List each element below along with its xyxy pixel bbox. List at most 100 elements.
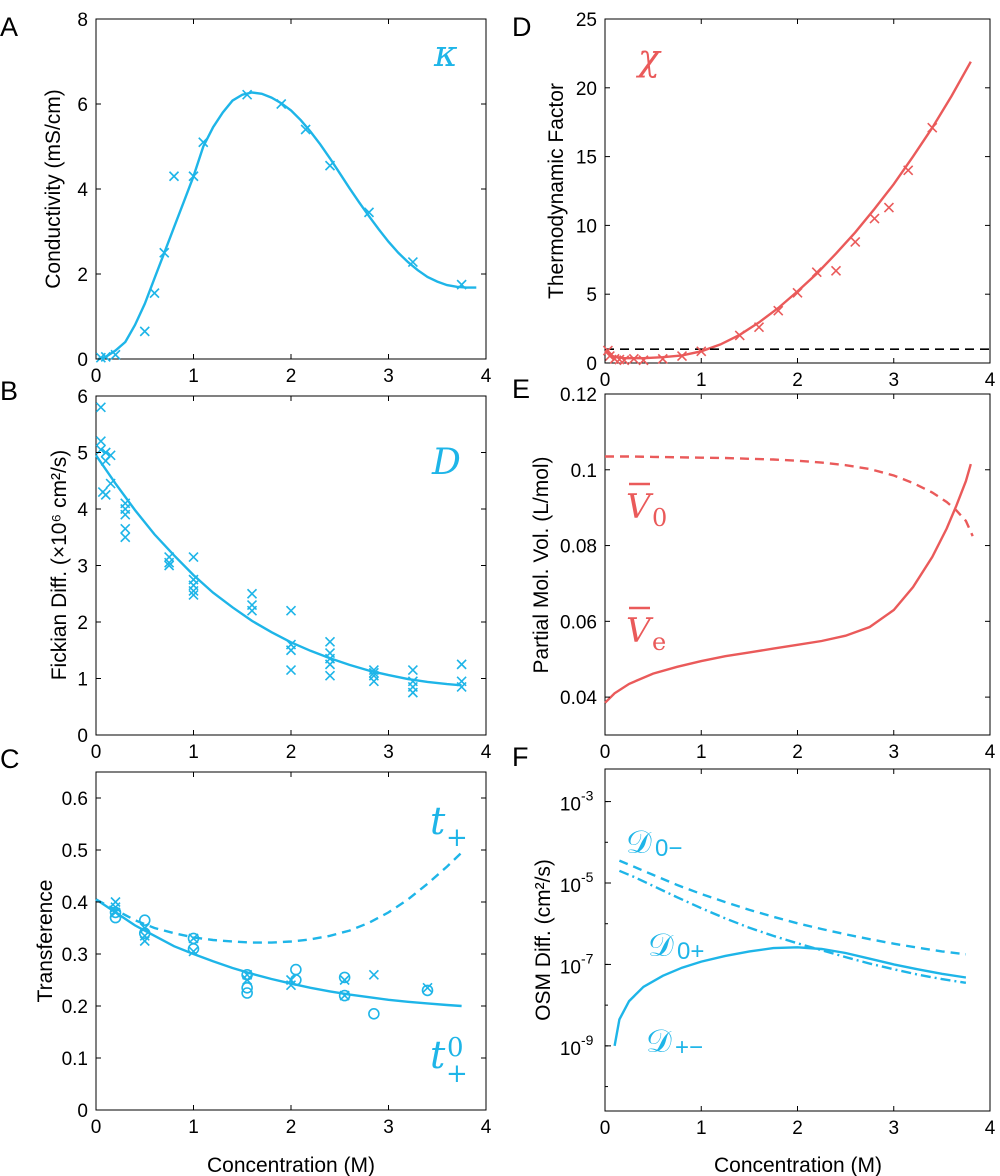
panel-b-series-1-x-marker [368, 676, 379, 687]
panel-d-series-2-x-marker [869, 213, 880, 224]
panel-d-series-2-x-marker [850, 236, 861, 247]
panel-d-series-2-x-marker [830, 265, 842, 276]
panel-b-series-1-x-marker [164, 560, 175, 571]
panel-d-series-2-x-marker [602, 345, 613, 356]
panel-d-ytick-label: 15 [576, 148, 597, 169]
panel-e-frame [604, 393, 991, 736]
panel-f-plot [613, 859, 967, 1047]
panel-a-xtick-label: 1 [188, 366, 199, 387]
panel-d-series-2-x-marker [734, 330, 745, 341]
panel-c-xtick-label: 1 [188, 1117, 199, 1138]
panel-c-series-3-o-marker [421, 984, 434, 997]
panel-b: 0 1 2 3 4 0 1 2 3 4 5 6 B Fickian Diff. (×10⁶ cm²/s… [0, 376, 492, 763]
panel-b-series-1-x-marker [324, 636, 336, 647]
panel-b-letter: B [0, 376, 18, 406]
panel-d-plot [602, 61, 990, 366]
panel-a-ytick-label: 2 [77, 265, 88, 286]
panel-c-series-2-x-marker [339, 974, 350, 986]
panel-b-series-1-x-marker [456, 681, 467, 693]
panel-b-series-1-x-marker [164, 557, 175, 568]
panel-c-t-plus-label: t + [430, 799, 468, 853]
panel-d-ytick-label: 20 [576, 79, 597, 100]
panel-d-ytick-label: 0 [586, 354, 597, 375]
panel-d-ticks: 0 1 2 3 4 0 5 10 15 20 25 [576, 10, 996, 391]
panel-a-xtick-label: 4 [481, 366, 492, 387]
panel-b-series-1-x-marker [368, 667, 379, 678]
panel-d-series-2-x-marker [883, 202, 895, 213]
panel-f-series-1-line [618, 869, 967, 984]
panel-a-series-1-x-marker [110, 349, 121, 360]
panel-e-xtick-label: 0 [600, 742, 611, 763]
panel-b-ytick-label: 1 [77, 670, 88, 691]
panel-a-series-1-x-marker [363, 207, 375, 218]
panel-a-series-1-x-marker [300, 124, 311, 135]
panel-b-series-1-x-marker [120, 532, 131, 543]
t-plus-symbol: t [430, 799, 446, 843]
panel-f-xlabel: Concentration (M) [714, 1154, 882, 1176]
panel-d-xtick-label: 2 [792, 370, 803, 391]
panel-d-ylabel: Thermodynamic Factor [545, 83, 568, 299]
panel-c-series-2-x-marker [368, 969, 379, 980]
panel-b-xtick-label: 3 [383, 742, 394, 763]
panel-d-series-2-x-marker [628, 353, 639, 364]
panel-b-ytick-label: 3 [77, 557, 88, 578]
panel-a: 0 1 2 3 4 0 2 4 6 8 A Conductivity (mS/cm) κ [0, 10, 492, 387]
panel-b-series-1-x-marker [120, 503, 131, 515]
panel-c-series-3-o-marker [109, 911, 122, 924]
dplusminus-symbol: 𝒟 [646, 1022, 672, 1060]
panel-c-series-3-o-marker [241, 987, 253, 999]
panel-c-plot [95, 851, 463, 1020]
panel-d-series-2-x-marker [927, 122, 938, 133]
panel-d-xtick-label: 3 [888, 370, 899, 391]
panel-b-series-1-x-marker [285, 645, 297, 656]
panel-c-series-3-o-marker [290, 974, 302, 986]
panel-a-series-1-x-marker [324, 160, 336, 171]
panel-e-ytick-label: 0.12 [560, 385, 597, 406]
panel-a-kappa-label: κ [433, 34, 458, 75]
ve-subscript: e [652, 628, 666, 656]
panel-b-series-1-x-marker [188, 551, 199, 563]
panel-f-ytick-label: 10 [560, 1039, 581, 1060]
panel-d-series-2-x-marker [811, 267, 822, 278]
d0plus-symbol: 𝒟 [648, 926, 674, 964]
panel-c-xtick-label: 2 [286, 1117, 297, 1138]
panel-c-ytick-label: 0.4 [62, 893, 89, 914]
panel-b-series-1-x-marker [285, 605, 297, 616]
panel-c-series-3-o-marker [241, 981, 253, 994]
panel-b-series-1-x-marker [188, 589, 199, 600]
panel-c-series-2-x-marker [285, 980, 297, 991]
panel-a-series-0-line [97, 91, 477, 361]
panel-f-ytick-exponent: -9 [581, 1032, 594, 1048]
panel-b-ytick-label: 4 [77, 500, 88, 521]
panel-b-series-0-line [95, 454, 462, 687]
panel-b-series-1-x-marker [246, 605, 258, 616]
panel-f-ytick-exponent: -7 [581, 950, 594, 966]
panel-c-series-3-o-marker [109, 906, 122, 919]
panel-d-series-2-x-marker [792, 287, 803, 298]
panel-a-ytick-label: 0 [77, 350, 88, 371]
panel-c-t0-plus-label: t 0 + [430, 1033, 468, 1089]
d0minus-symbol: 𝒟 [626, 823, 652, 861]
v0-symbol: V [626, 487, 654, 527]
panel-a-series-1-x-marker [242, 89, 253, 100]
panel-b-series-1-x-marker [105, 478, 116, 489]
panel-a-xtick-label: 0 [91, 366, 102, 387]
panel-e-ytick-label: 0.06 [560, 612, 597, 633]
panel-e-ticks: 0 1 2 3 4 0.04 0.06 0.08 0.1 0.12 [560, 385, 996, 763]
ve-symbol: V [626, 611, 654, 651]
panel-f-xtick-label: 1 [696, 1118, 707, 1139]
panel-a-series-1-x-marker [139, 326, 150, 337]
panel-c-series-0-line [95, 851, 463, 944]
panel-f-series-0-line [618, 859, 967, 956]
panel-d-series-2-x-marker [604, 351, 615, 362]
panel-e-ytick-label: 0.04 [560, 688, 597, 709]
panel-a-series-1-x-marker [159, 247, 170, 258]
d0plus-subscript: 0+ [677, 938, 704, 965]
panel-e-ytick-label: 0.1 [571, 461, 597, 482]
panel-f-xtick-label: 2 [792, 1118, 803, 1139]
panel-d-xtick-label: 0 [600, 370, 611, 391]
panel-b-series-1-x-marker [324, 659, 336, 670]
panel-d-xtick-label: 4 [985, 370, 996, 391]
panel-c-ticks: 0 1 2 3 4 0 0.1 0.2 0.3 0.4 0.5 0.6 [62, 772, 492, 1138]
panel-b-ytick-label: 2 [77, 613, 88, 634]
